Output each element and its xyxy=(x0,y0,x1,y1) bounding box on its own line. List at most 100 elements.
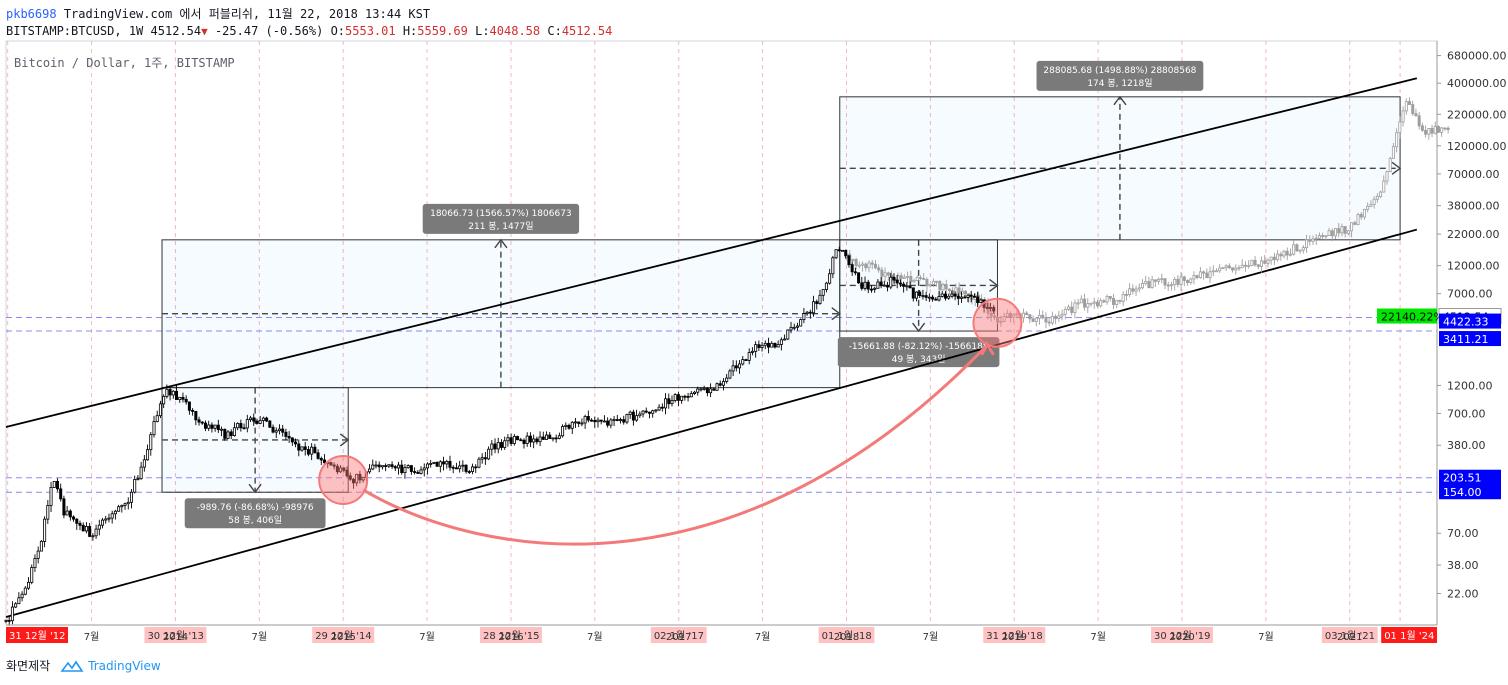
tradingview-logo[interactable]: TradingView xyxy=(60,659,161,673)
price-candle xyxy=(220,428,224,431)
projection-candle xyxy=(1050,315,1054,324)
projection-candle xyxy=(1025,312,1029,316)
price-candle xyxy=(287,436,291,439)
price-candle xyxy=(609,419,613,426)
price-tag-green xyxy=(1377,308,1437,324)
measure-label: 288085.68 (1498.88%) 28808568 xyxy=(1043,66,1196,76)
price-candle xyxy=(561,426,565,437)
projection-candle xyxy=(1256,264,1260,267)
projection-candle xyxy=(1169,284,1173,287)
projection-candle xyxy=(992,315,996,318)
x-date-tag-label: 28 12월 '15 xyxy=(483,630,539,642)
price-candle xyxy=(937,296,941,301)
price-candle xyxy=(599,419,603,422)
price-candle xyxy=(541,436,545,440)
projection-candle xyxy=(1121,294,1125,302)
price-candle xyxy=(126,501,130,505)
x-date-tag xyxy=(818,627,875,643)
price-candle xyxy=(931,296,935,300)
price-candle xyxy=(442,461,446,465)
price-candle xyxy=(570,421,574,429)
projection-candle xyxy=(1163,278,1167,286)
projection-candle xyxy=(1092,301,1096,304)
symbol-name: BITSTAMP:BTCUSD xyxy=(6,24,115,38)
projection-candle xyxy=(1272,256,1276,261)
price-candle xyxy=(483,457,487,460)
projection-candle xyxy=(931,280,935,285)
price-candle xyxy=(680,395,684,401)
price-candle xyxy=(927,296,931,299)
price-candle xyxy=(158,403,162,417)
price-candle xyxy=(551,437,555,440)
author-link[interactable]: pkb6698 xyxy=(6,7,57,21)
price-candle xyxy=(284,431,288,437)
price-candle xyxy=(789,326,793,331)
price-candle xyxy=(943,293,947,299)
price-candle xyxy=(55,480,59,490)
projection-candle xyxy=(1321,235,1325,237)
price-candle xyxy=(956,295,960,299)
price-candle xyxy=(911,287,915,299)
price-candle xyxy=(165,388,169,397)
price-candle xyxy=(380,465,384,468)
projection-candle xyxy=(957,287,961,295)
x-tick-label: 2017 xyxy=(666,632,691,643)
projection-candle xyxy=(1353,222,1357,225)
price-candle xyxy=(374,464,378,467)
price-candle xyxy=(673,394,677,401)
projection-candle xyxy=(1301,247,1305,251)
measure-arrowhead-icon xyxy=(248,483,262,494)
price-candle xyxy=(464,464,468,472)
price-candle xyxy=(577,421,581,424)
price-candle xyxy=(734,365,738,369)
price-candle xyxy=(590,419,594,422)
price-candle xyxy=(857,272,861,284)
projection-candle xyxy=(1211,270,1215,273)
y-tick-label: 680000.00 xyxy=(1447,50,1507,63)
projection-candle xyxy=(867,262,871,269)
y-tick-label: 1200.00 xyxy=(1447,379,1493,392)
price-candle xyxy=(104,518,108,521)
projection-candle xyxy=(1292,244,1296,255)
price-candle xyxy=(573,421,577,424)
measure-arrowhead-icon xyxy=(339,433,350,447)
projection-candle xyxy=(1166,284,1170,287)
price-candle xyxy=(49,487,53,506)
x-date-tag-label: 02 1월 '17 xyxy=(654,630,704,642)
projection-candle xyxy=(851,259,855,262)
projection-candle xyxy=(899,275,903,279)
price-candle xyxy=(676,394,680,401)
price-candle xyxy=(406,465,410,469)
projection-candle xyxy=(1009,313,1013,318)
price-candle xyxy=(467,471,471,473)
price-candle xyxy=(277,428,281,432)
price-candle xyxy=(226,431,230,439)
projection-candle xyxy=(1118,299,1122,302)
price-candle xyxy=(139,466,143,480)
interval: 1W xyxy=(128,24,144,38)
projection-candle xyxy=(1012,314,1016,318)
price-candle xyxy=(670,400,674,405)
price-candle xyxy=(422,467,426,471)
measure-arrowhead-icon xyxy=(912,322,926,333)
price-candle xyxy=(97,524,101,530)
price-tag-blue xyxy=(1439,331,1501,347)
price-candle xyxy=(435,461,439,467)
projection-candle xyxy=(1366,206,1370,210)
price-candle xyxy=(27,581,31,589)
price-candle xyxy=(651,410,655,414)
price-candle xyxy=(528,435,532,443)
price-candle xyxy=(831,257,835,275)
price-candle xyxy=(120,505,124,508)
price-tag-blue xyxy=(1439,313,1501,329)
high-value: 5559.69 xyxy=(417,24,468,38)
projection-candle xyxy=(1099,300,1103,307)
price-candle xyxy=(319,457,323,461)
price-candle xyxy=(175,390,179,401)
price-candle xyxy=(300,446,304,451)
projection-candle xyxy=(1424,129,1428,135)
price-candle xyxy=(619,419,623,421)
price-candle xyxy=(728,370,732,379)
price-candle xyxy=(419,469,423,474)
